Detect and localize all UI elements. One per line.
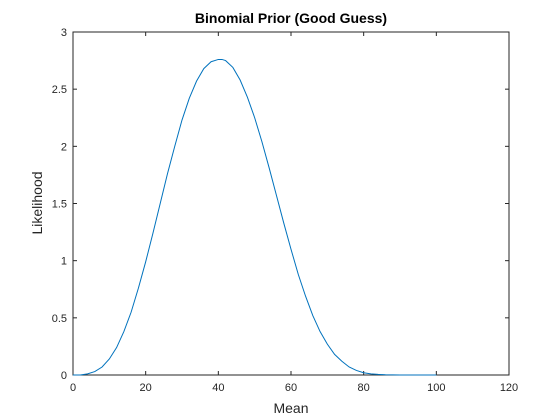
plot-frame <box>72 31 510 376</box>
chart-title: Binomial Prior (Good Guess) <box>195 10 387 26</box>
y-tick-label: 2.5 <box>52 84 67 96</box>
x-axis-label: Mean <box>273 400 308 416</box>
y-tick-label: 1 <box>61 256 67 268</box>
y-tick-label: 0.5 <box>52 313 67 325</box>
x-tick-label: 100 <box>427 382 445 394</box>
axis-ticks <box>72 31 510 376</box>
series-line <box>73 58 437 376</box>
y-axis-label: Likelihood <box>29 171 45 234</box>
y-tick-label: 2 <box>61 141 67 153</box>
x-tick-labels: 0 20 40 60 80 100 120 <box>70 382 518 394</box>
y-tick-label: 1.5 <box>52 199 67 211</box>
y-tick-label: 0 <box>61 370 67 382</box>
y-tick-label: 3 <box>61 27 67 39</box>
x-tick-label: 20 <box>140 382 152 394</box>
x-tick-label: 80 <box>358 382 370 394</box>
x-tick-label: 120 <box>500 382 518 394</box>
x-tick-label: 0 <box>70 382 76 394</box>
x-tick-label: 40 <box>212 382 224 394</box>
x-tick-label: 60 <box>285 382 297 394</box>
y-tick-labels: 0 0.5 1 1.5 2 2.5 3 <box>52 27 67 382</box>
